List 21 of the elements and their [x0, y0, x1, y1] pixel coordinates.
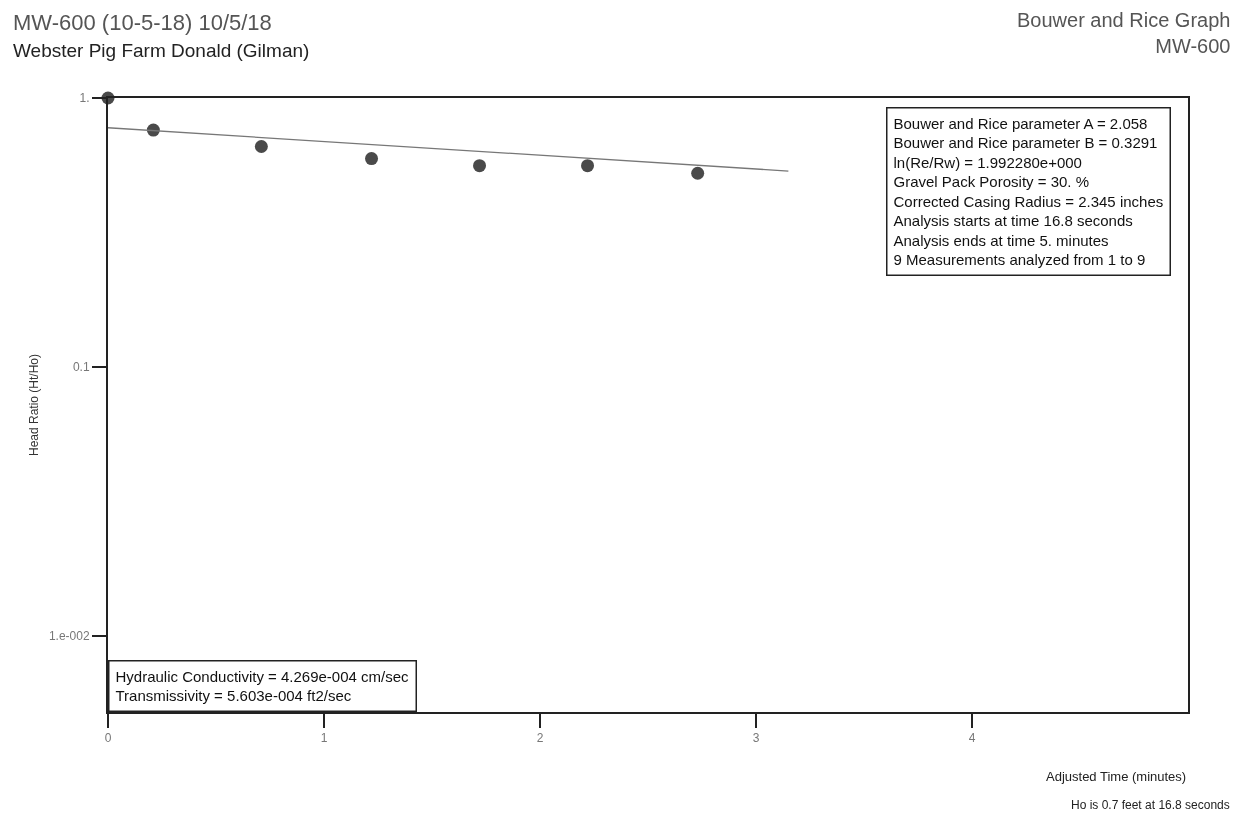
point	[254, 140, 268, 153]
annotation: Hydraulic Conductivity = 4.269e-004 cm/sec Transmissivity = 5.603e-004 ft2/sec	[115, 667, 410, 704]
point	[581, 159, 595, 173]
chart-subtitle: Webster Pig Farm Donald (Gilman)	[13, 40, 310, 61]
y-tick-label: 1.e-002	[48, 628, 90, 643]
text: Ho is 0.7 feet at 16.8 seconds	[1071, 798, 1230, 812]
x-tick-label: 4	[968, 731, 976, 746]
x-tick-label: 3	[752, 731, 760, 746]
text: Bouwer and Rice Graph MW-600	[1017, 9, 1231, 57]
annotation: Bouwer and Rice parameter A = 2.058 Bouwer and Rice parameter B = 0.3291 ln(Re/Rw) = 1.992280e+000 Gravel Pack Porosity = 30. % Corrected Casing Radius = 2.345 inches Analysis starts at time 16.8 seconds Analysis ends at time 5. minutes 9 Measurements analyzed from 1 to 9	[893, 114, 1164, 268]
y-axis-title: Head Ratio (Ht/Ho)	[26, 353, 41, 457]
point	[691, 166, 705, 180]
y-tick-label: 1.	[79, 91, 90, 106]
x-tick-label: 1	[320, 731, 328, 746]
point	[365, 152, 379, 166]
chart-title: MW-600 (10-5-18) 10/5/18	[13, 10, 272, 35]
point	[473, 159, 487, 173]
y-tick-label: 0.1	[72, 360, 90, 375]
x-tick-label: 0	[104, 731, 112, 746]
x-axis-title: Adjusted Time (minutes)	[1046, 769, 1187, 784]
x-tick-label: 2	[536, 731, 544, 746]
